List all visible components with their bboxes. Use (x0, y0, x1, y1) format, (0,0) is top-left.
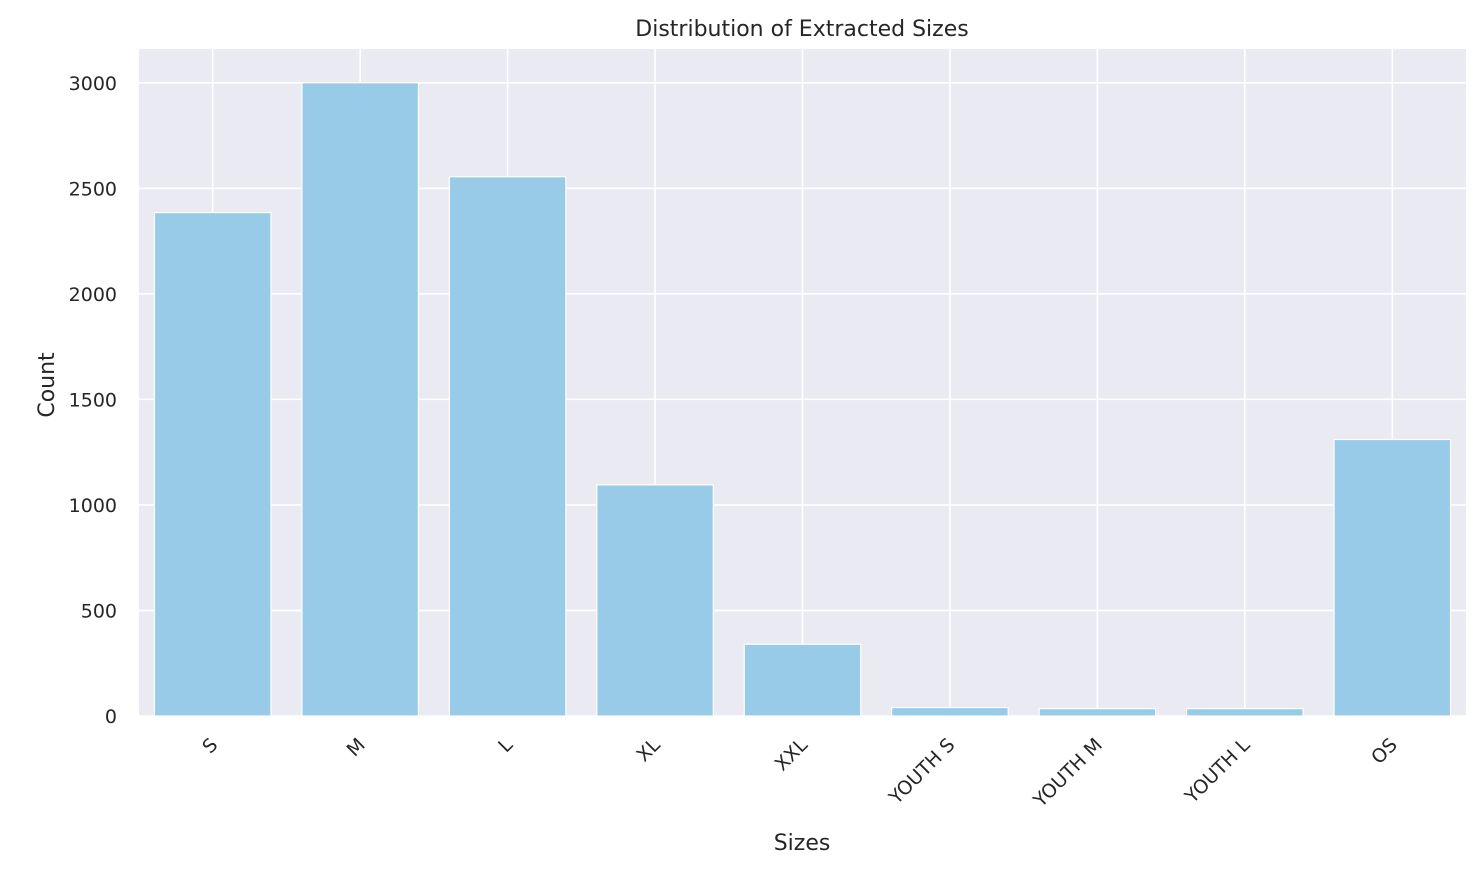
y-tick-label: 500 (81, 600, 117, 622)
x-tick-label: OS (1367, 734, 1402, 769)
bar-l (448, 176, 567, 717)
y-tick-label: 1500 (69, 389, 117, 411)
x-tick-label: M (343, 734, 370, 761)
x-tick-labels: S M L XL XXL YOUTH S YOUTH M YOUTH L OS (198, 734, 1402, 813)
x-tick-label: YOUTH M (1029, 734, 1107, 812)
bar-xxl (743, 643, 862, 717)
y-tick-labels: 0 500 1000 1500 2000 2500 3000 (69, 73, 117, 728)
y-tick-label: 2500 (69, 178, 117, 200)
y-tick-label: 1000 (69, 495, 117, 517)
y-axis-label: Count (35, 352, 60, 418)
bar-m (301, 82, 420, 717)
x-tick-label: XXL (771, 734, 813, 776)
x-tick-label: XL (632, 734, 665, 767)
bar-youth-s (891, 706, 1009, 717)
chart-title: Distribution of Extracted Sizes (635, 17, 968, 42)
x-tick-label: S (198, 734, 222, 758)
bar-s (153, 211, 272, 717)
x-axis-label: Sizes (774, 831, 831, 856)
bar-youth-m (1038, 708, 1157, 717)
y-tick-label: 2000 (69, 284, 117, 306)
y-tick-label: 0 (105, 706, 117, 728)
bar-youth-l (1185, 708, 1304, 717)
x-tick-label: YOUTH L (1180, 734, 1255, 809)
bar-xl (596, 484, 714, 717)
bars (153, 82, 1452, 717)
x-tick-label: YOUTH S (884, 734, 959, 809)
bar-os (1333, 438, 1452, 717)
x-tick-label: L (494, 734, 517, 757)
y-tick-label: 3000 (69, 73, 117, 95)
